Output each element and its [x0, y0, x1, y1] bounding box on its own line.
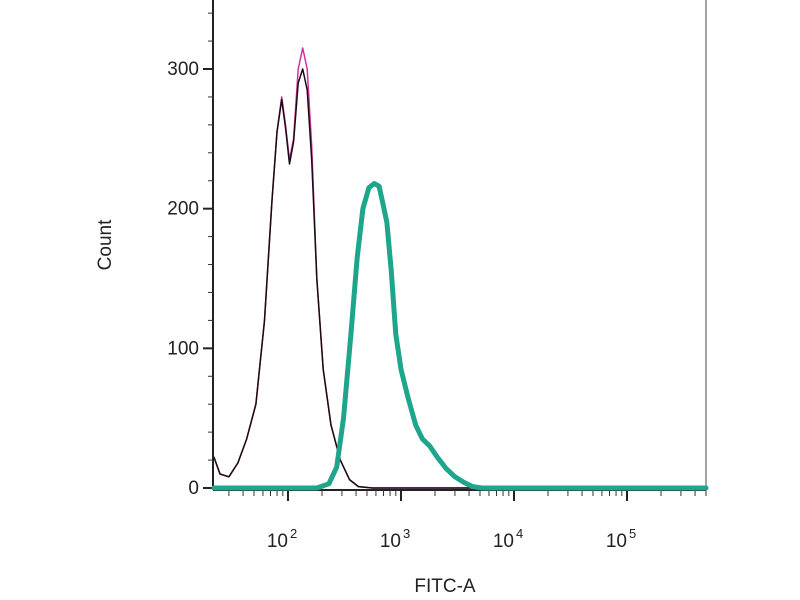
y-tick-label: 200	[167, 199, 199, 220]
y-major-ticks: 0 100 200 300	[167, 59, 213, 499]
x-major-ticks: 10 2 10 3 10 4 10 5	[267, 490, 636, 552]
y-tick-label: 100	[167, 338, 199, 359]
x-tick-label: 10 4	[493, 526, 523, 552]
series-line-2	[213, 68, 707, 489]
y-minor-ticks	[208, 12, 213, 461]
y-tick-label: 0	[188, 478, 199, 499]
x-minor-ticks	[228, 490, 707, 496]
series-line-1	[213, 47, 707, 489]
x-tick-exponent: 5	[629, 526, 636, 541]
x-tick-label: 10 2	[267, 526, 297, 552]
x-tick-label: 10 3	[380, 526, 410, 552]
y-tick-label: 300	[167, 59, 199, 80]
x-tick-exponent: 3	[403, 526, 410, 541]
x-axis-label: FITC-A	[414, 576, 476, 597]
series-line-3	[211, 181, 709, 491]
y-axis-label: Count	[95, 219, 116, 270]
x-tick-exponent: 4	[516, 526, 523, 541]
x-tick-label: 10 5	[606, 526, 636, 552]
series-layer	[211, 47, 709, 491]
x-tick-exponent: 2	[290, 526, 297, 541]
